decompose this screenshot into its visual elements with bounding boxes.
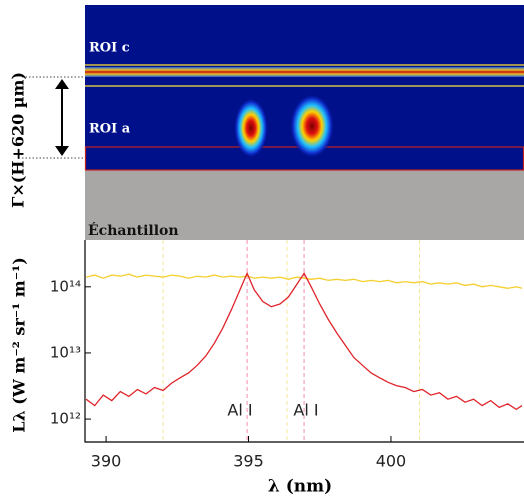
plot bbox=[85, 240, 523, 442]
data-line bbox=[85, 271, 523, 411]
height-marker: Γ×(H+620 µm) bbox=[9, 72, 85, 208]
annotation: Al I bbox=[293, 401, 318, 420]
roi-label: ROI c bbox=[89, 41, 130, 56]
y-axis-label: Lλ (W m⁻² sr⁻¹ m⁻¹) bbox=[10, 257, 29, 433]
data-line bbox=[85, 273, 523, 289]
roi-label: ROI a bbox=[89, 122, 131, 137]
x-axis-label: λ (nm) bbox=[268, 477, 332, 497]
x-tick-label: 395 bbox=[233, 452, 264, 471]
y-tick-label: 10¹⁴ bbox=[50, 277, 81, 295]
x-tick-label: 400 bbox=[376, 452, 407, 471]
sample-label: Échantillon bbox=[88, 221, 179, 239]
x-tick-label: 390 bbox=[91, 452, 122, 471]
y-tick-label: 10¹² bbox=[50, 410, 81, 428]
height-label: Γ×(H+620 µm) bbox=[9, 72, 28, 208]
y-tick-label: 10¹³ bbox=[50, 343, 81, 361]
axis-frame bbox=[84, 240, 524, 443]
annotation: Al I bbox=[227, 401, 252, 420]
camera-image: ROI c ROI a Échantillon bbox=[84, 5, 524, 240]
